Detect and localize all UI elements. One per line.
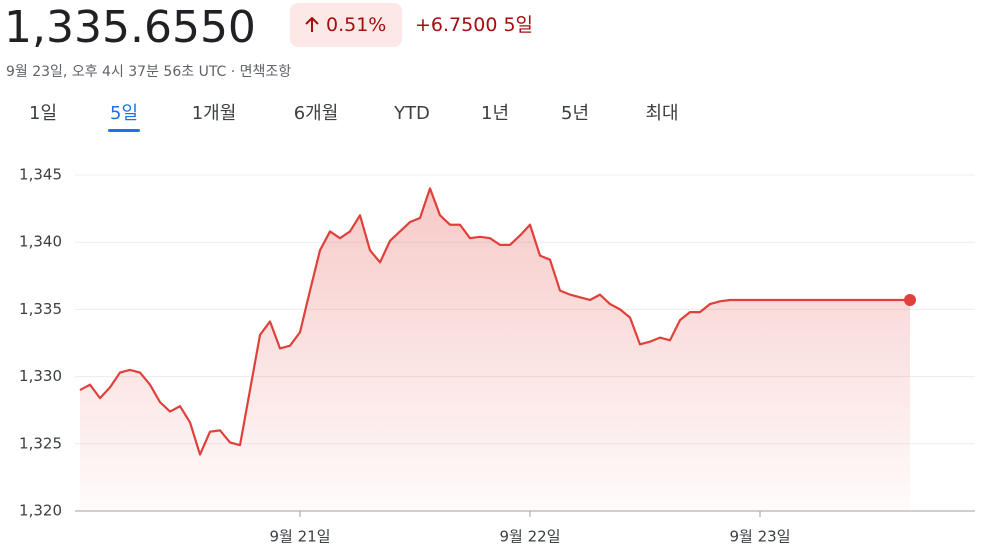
y-tick-label: 1,335 (19, 300, 62, 318)
change-percent: 0.51% (326, 14, 387, 36)
up-arrow (305, 17, 319, 32)
range-tab[interactable]: 1년 (480, 103, 510, 124)
range-tab[interactable]: YTD (394, 103, 430, 124)
area-fill (80, 188, 910, 511)
range-tab[interactable]: 1일 (28, 103, 58, 124)
change: +6.7500 5일 (415, 14, 534, 36)
y-tick-label: 1,325 (19, 434, 62, 452)
x-tick-label: 9월 23일 (730, 528, 791, 546)
y-tick-label: 1,330 (19, 367, 62, 385)
range-tab[interactable]: 최대 (645, 103, 679, 124)
x-tick-label: 9월 22일 (500, 528, 561, 546)
x-tick-label: 9월 21일 (270, 528, 331, 546)
range-tab[interactable]: 5년 (560, 103, 590, 124)
timestamp: 9월 23일, 오후 4시 37분 56초 UTC · 면책조항 (6, 64, 292, 80)
range-tab[interactable]: 1개월 (191, 103, 237, 124)
range-tab[interactable]: 6개월 (293, 103, 339, 124)
price-line (79, 187, 910, 456)
y-tick-label: 1,340 (19, 233, 62, 251)
y-tick-label: 1,320 (19, 502, 62, 520)
chart: 1,320 1,325 1,330 1,335 1,340 1,345 9월 21일 9월 2… (19, 166, 975, 546)
range-tab[interactable]: 5일 (107, 100, 141, 132)
price: 1,335.6550 (4, 2, 256, 53)
y-tick-label: 1,345 (19, 166, 62, 184)
change-badge: 0.51% (290, 3, 402, 47)
last-point (904, 293, 916, 306)
